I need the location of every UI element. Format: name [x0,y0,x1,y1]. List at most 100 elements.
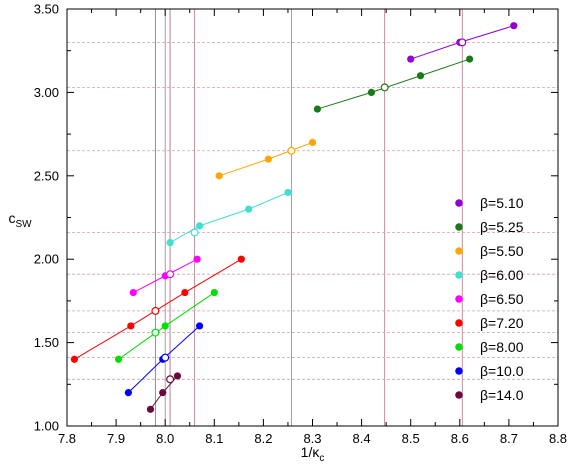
legend-marker [455,199,463,207]
interpolated-point [166,270,175,279]
legend-label: β=7.20 [480,315,524,331]
legend-label: β=5.25 [480,219,524,235]
data-point [416,72,425,80]
data-point [264,155,272,163]
x-tick-label: 8.6 [451,431,469,446]
y-tick-label: 1.00 [34,419,59,434]
legend-label: β=5.50 [480,243,524,259]
series-5 [70,255,245,363]
interpolated-point [380,83,389,92]
data-point [195,222,204,230]
legend-item: β=5.50 [455,243,524,259]
data-point [308,138,317,147]
interpolated-point [151,328,160,337]
data-point [127,322,135,330]
data-point [237,255,245,263]
axis-ticks: 7.8 7.9 8.0 8.1 8.2 8.3 8.4 8.5 8.6 8.7 8.8 1.00 1.5… [34,2,567,447]
interpolated-point [458,38,467,47]
data-point [166,238,174,247]
series-line [169,192,289,243]
data-point [146,405,155,413]
legend-marker [455,271,463,279]
interpolated-point [190,228,199,237]
data-point [181,288,189,297]
legend-marker [455,367,463,375]
series-4 [129,255,201,297]
data-point [124,389,132,397]
legend: β=5.10 β=5.25 β=5.50 β=6.00 β=6.50 β=7.20 β=8.… [455,195,524,403]
x-tick-label: 8.2 [254,431,272,446]
reference-lines [67,9,558,426]
legend-label: β=6.50 [480,291,524,307]
interpolated-point [151,306,160,315]
x-tick-label: 8.4 [353,431,371,446]
data-point [114,355,123,363]
interpolated-point [166,375,175,384]
legend-item: β=8.00 [455,339,524,355]
data-point [313,105,322,113]
series-line [317,58,470,110]
legend-label: β=5.10 [480,195,524,211]
data-point [367,88,376,96]
y-tick-label: 3.00 [34,85,59,100]
x-axis-title: 1/κc [301,444,325,464]
x-tick-label: 7.8 [58,431,76,446]
data-point [215,172,223,180]
data-point [466,55,474,63]
data-point [159,389,167,397]
data-point [161,322,169,330]
legend-marker [455,295,463,303]
series-2 [215,138,317,180]
legend-marker [455,391,463,399]
x-tick-label: 8.8 [549,431,567,446]
series-layer [70,22,518,413]
data-point [510,22,518,30]
series-1 [313,55,474,113]
legend-item: β=5.25 [455,219,524,235]
series-0 [407,22,518,63]
legend-marker [455,247,463,255]
x-tick-label: 8.0 [156,431,174,446]
legend-marker [455,223,463,231]
series-3 [166,188,292,247]
y-tick-label: 1.50 [34,335,59,350]
y-tick-label: 2.50 [34,168,59,183]
y-axis-title-main: c [8,210,15,226]
y-axis-title-sub: SW [15,219,32,230]
interpolated-point [287,146,296,155]
y-axis-title: cSW [8,210,32,230]
x-tick-label: 7.9 [107,431,125,446]
legend-item: β=14.0 [455,387,524,403]
data-point [195,322,204,330]
data-point [173,372,182,380]
data-point [70,355,78,363]
legend-label: β=6.00 [480,267,524,283]
data-point [129,288,137,297]
legend-item: β=6.50 [455,291,524,307]
series-6 [114,288,218,363]
legend-item: β=6.00 [455,267,524,283]
legend-marker [455,343,463,351]
series-7 [124,322,204,397]
legend-label: β=8.00 [480,339,524,355]
x-tick-label: 8.5 [402,431,420,446]
legend-label: β=14.0 [480,387,524,403]
x-tick-label: 8.3 [303,431,321,446]
data-point [245,205,253,213]
legend-label: β=10.0 [480,363,524,379]
legend-item: β=10.0 [455,363,524,379]
data-point [407,55,415,63]
y-tick-label: 3.50 [34,2,59,17]
legend-item: β=5.10 [455,195,524,211]
series-8 [146,372,182,413]
data-point [210,288,218,297]
data-point [193,255,201,263]
x-axis-title-sub: c [319,453,324,464]
legend-item: β=7.20 [455,315,524,331]
data-point [284,188,292,197]
legend-marker [455,319,463,327]
interpolated-point [161,353,170,362]
x-tick-label: 8.1 [205,431,223,446]
x-tick-label: 8.7 [500,431,518,446]
